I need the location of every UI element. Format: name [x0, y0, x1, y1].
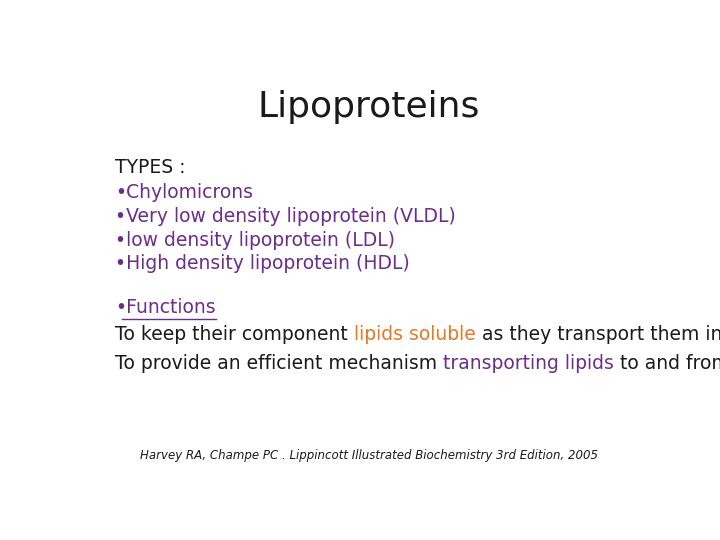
- Text: •Very low density lipoprotein (VLDL): •Very low density lipoprotein (VLDL): [115, 207, 456, 226]
- Text: •Chylomicrons: •Chylomicrons: [115, 183, 253, 202]
- Text: lipids soluble: lipids soluble: [354, 325, 476, 343]
- Text: transporting lipids: transporting lipids: [444, 354, 614, 373]
- Text: •low density lipoprotein (LDL): •low density lipoprotein (LDL): [115, 231, 395, 249]
- Text: as they transport them in the plasma: as they transport them in the plasma: [476, 325, 720, 343]
- Text: TYPES :: TYPES :: [115, 158, 186, 177]
- Text: To keep their component: To keep their component: [115, 325, 354, 343]
- Text: •Functions: •Functions: [115, 298, 216, 316]
- Text: Lipoproteins: Lipoproteins: [258, 90, 480, 124]
- Text: to and from the tissues: to and from the tissues: [614, 354, 720, 373]
- Text: •High density lipoprotein (HDL): •High density lipoprotein (HDL): [115, 254, 410, 273]
- Text: To provide an efficient mechanism: To provide an efficient mechanism: [115, 354, 444, 373]
- Text: Harvey RA, Champe PC . Lippincott Illustrated Biochemistry 3rd Edition, 2005: Harvey RA, Champe PC . Lippincott Illust…: [140, 449, 598, 462]
